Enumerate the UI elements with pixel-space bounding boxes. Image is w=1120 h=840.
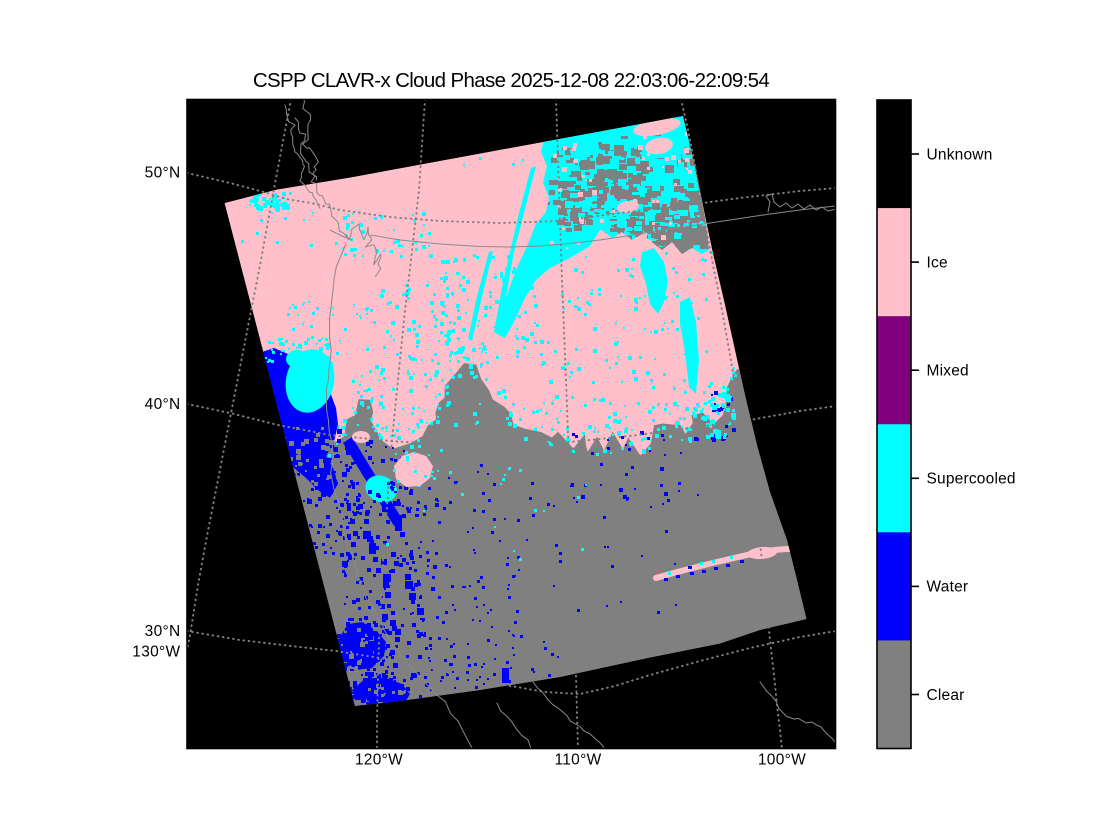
svg-text:40°N: 40°N [145,396,181,413]
svg-text:Water: Water [927,579,969,596]
svg-text:Ice: Ice [927,254,948,271]
svg-text:100°W: 100°W [758,752,806,769]
svg-text:Unknown: Unknown [927,146,993,163]
svg-text:Mixed: Mixed [927,363,969,380]
svg-text:Supercooled: Supercooled [927,471,1016,488]
svg-text:120°W: 120°W [355,752,403,769]
svg-text:50°N: 50°N [145,164,181,181]
svg-text:Clear: Clear [927,687,965,704]
svg-text:30°N: 30°N [145,623,181,640]
svg-text:CSPP CLAVR-x Cloud Phase 2025-: CSPP CLAVR-x Cloud Phase 2025-12-08 22:0… [253,69,770,92]
svg-text:110°W: 110°W [554,752,601,769]
svg-text:130°W: 130°W [132,643,180,660]
